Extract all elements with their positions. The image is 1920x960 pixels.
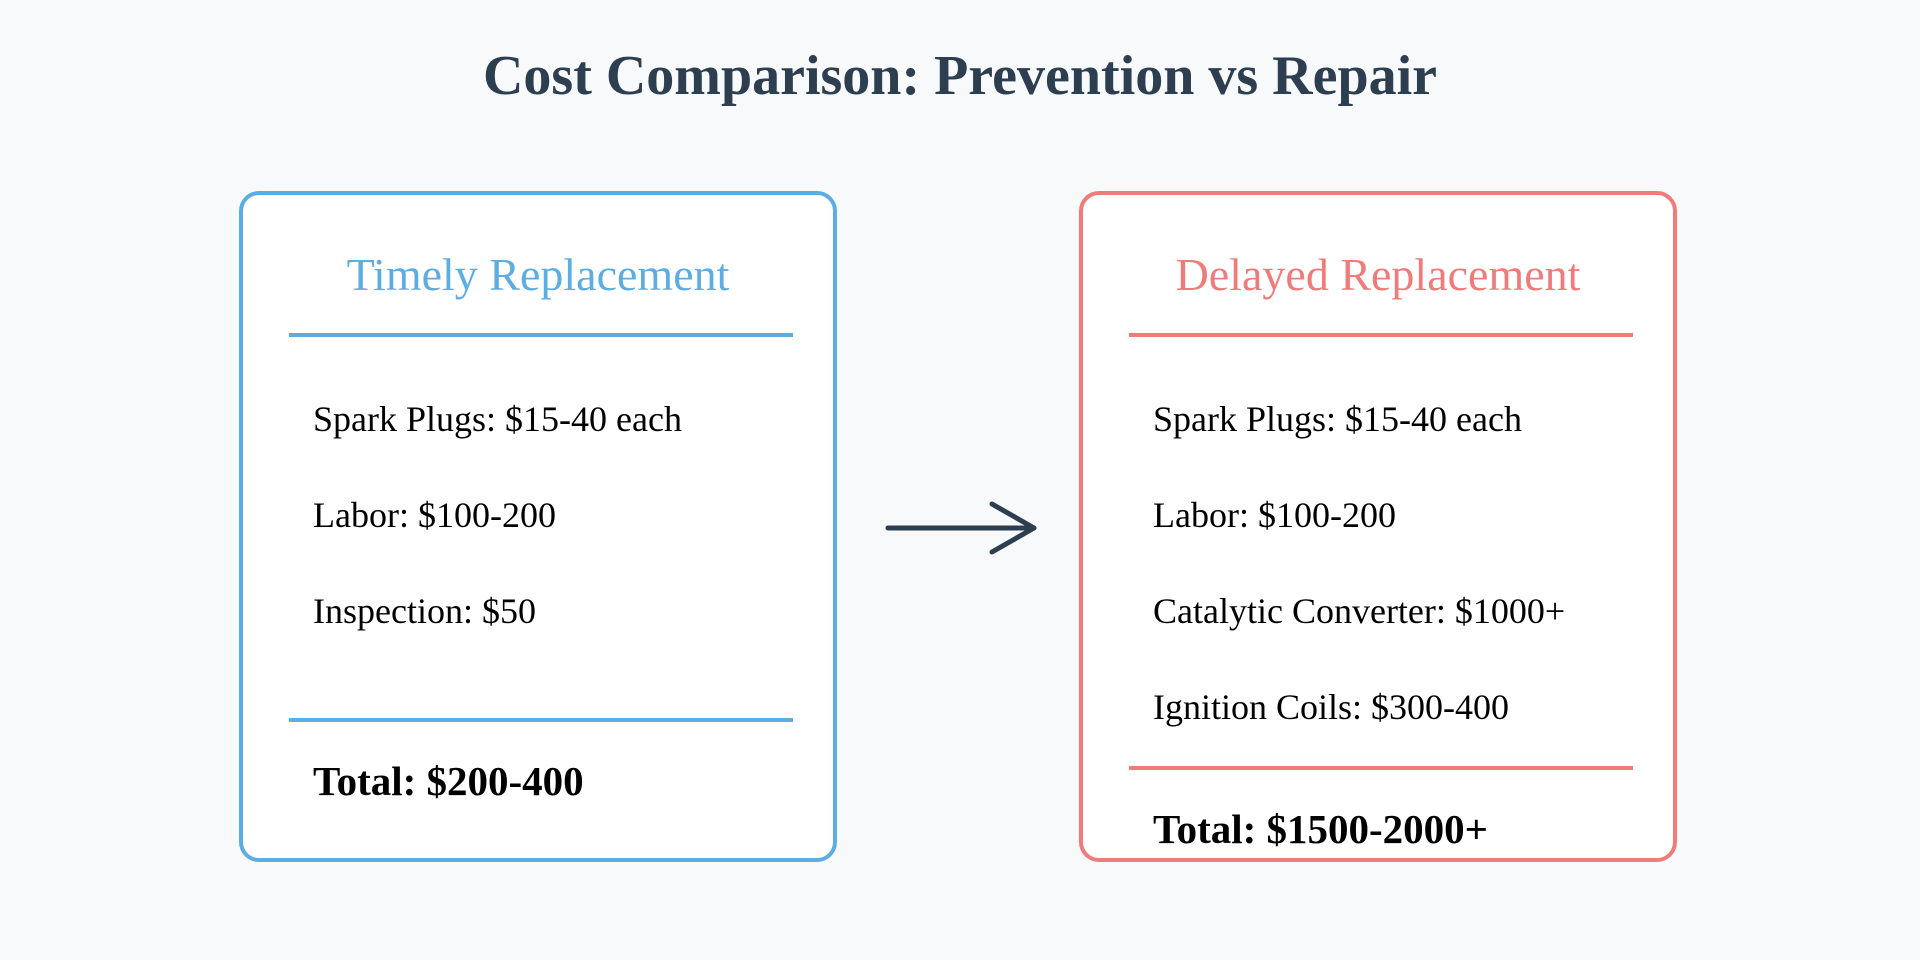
timely-header-divider (289, 333, 793, 337)
timely-replacement-card: Timely Replacement Spark Plugs: $15-40 e… (239, 191, 837, 862)
timely-item-spark-plugs: Spark Plugs: $15-40 each (313, 399, 682, 439)
delayed-item-spark-plugs: Spark Plugs: $15-40 each (1153, 399, 1522, 439)
timely-card-heading: Timely Replacement (346, 249, 730, 300)
delayed-total: Total: $1500-2000+ (1153, 806, 1489, 852)
delayed-total-divider (1129, 766, 1633, 770)
delayed-replacement-card: Delayed Replacement Spark Plugs: $15-40 … (1079, 191, 1677, 862)
timely-total: Total: $200-400 (313, 758, 584, 804)
timely-total-divider (289, 718, 793, 722)
delayed-item-labor: Labor: $100-200 (1153, 495, 1396, 535)
delayed-card-heading: Delayed Replacement (1175, 249, 1581, 300)
delayed-header-divider (1129, 333, 1633, 337)
arrow-right-icon (885, 501, 1037, 555)
page-title: Cost Comparison: Prevention vs Repair (482, 45, 1438, 107)
timely-item-inspection: Inspection: $50 (313, 591, 536, 631)
delayed-item-catalytic-converter: Catalytic Converter: $1000+ (1153, 591, 1566, 631)
delayed-item-ignition-coils: Ignition Coils: $300-400 (1153, 687, 1510, 727)
timely-item-labor: Labor: $100-200 (313, 495, 556, 535)
